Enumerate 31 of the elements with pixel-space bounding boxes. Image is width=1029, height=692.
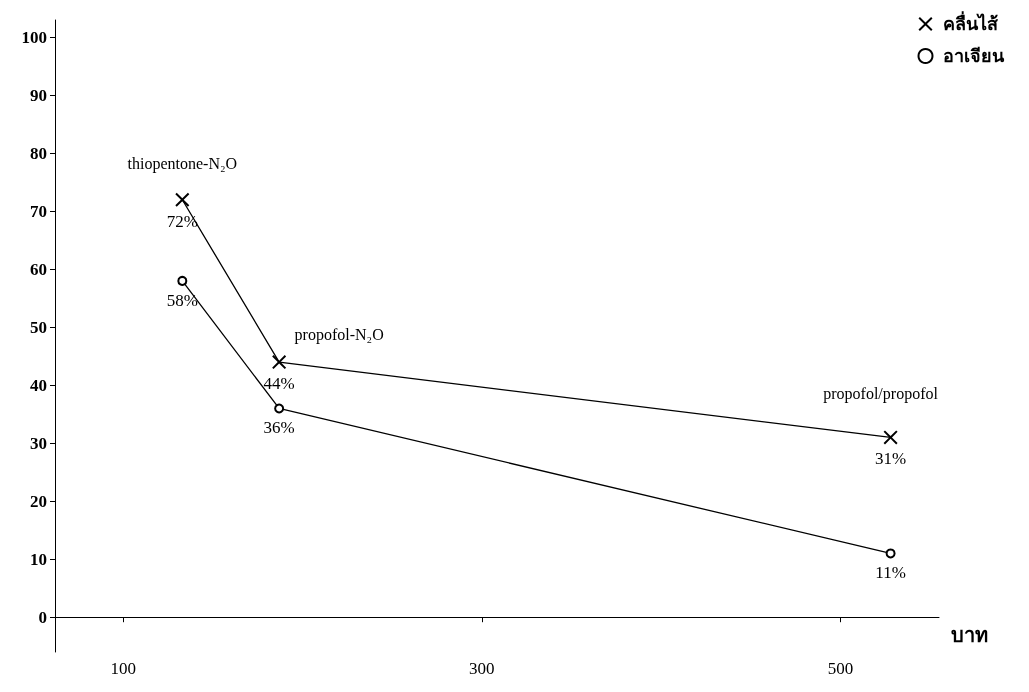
y-tick-label: 40 — [30, 375, 47, 395]
data-label: 11% — [875, 563, 906, 583]
legend-label: อาเจียน — [943, 46, 1005, 66]
data-label: 44% — [263, 374, 295, 394]
y-tick-label: 0 — [38, 607, 47, 627]
data-label: 36% — [263, 418, 295, 438]
point — [177, 275, 188, 286]
x-tick-label: 300 — [469, 659, 495, 678]
y-tick-label: 60 — [30, 259, 47, 279]
annotation: propofol/propofol — [823, 384, 939, 403]
data-label: 31% — [875, 449, 907, 469]
y-tick-label: 20 — [30, 491, 47, 511]
y-tick-label: 100 — [21, 27, 47, 47]
y-tick-label: 10 — [30, 549, 47, 569]
y-tick-label: 50 — [30, 317, 47, 337]
y-tick-label: 80 — [30, 143, 47, 163]
point — [272, 355, 287, 370]
x-tick-label: 100 — [110, 659, 136, 678]
x-axis-title: บาท — [951, 624, 988, 647]
y-tick-label: 70 — [30, 201, 47, 221]
point — [175, 192, 190, 207]
y-tick-label: 90 — [30, 85, 47, 105]
data-label: 58% — [166, 290, 198, 310]
annotation: thiopentone-N₂O — [127, 155, 238, 174]
y-tick-label: 30 — [30, 433, 47, 453]
x-tick-label: 500 — [827, 659, 854, 678]
point — [885, 548, 896, 559]
annotation: propofol-N₂O — [294, 325, 384, 344]
point — [274, 403, 285, 414]
point — [883, 430, 898, 445]
legend-label: คลื่นไส้ — [943, 11, 999, 34]
